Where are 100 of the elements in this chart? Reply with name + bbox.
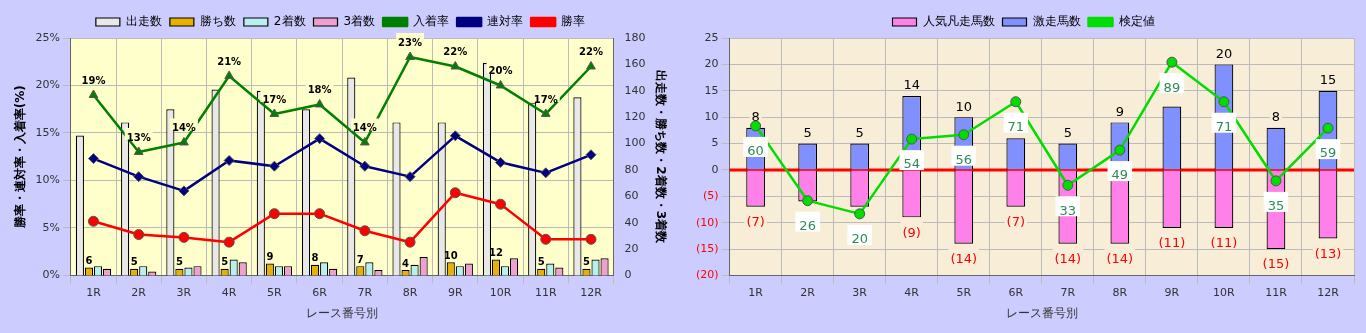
y-tick-label: 25% — [35, 30, 60, 44]
x-tick-label: 6R — [1008, 285, 1024, 299]
point — [802, 195, 814, 207]
point — [540, 167, 552, 179]
data-label: 35 — [1267, 198, 1285, 214]
x-tick-label: 11R — [534, 285, 557, 299]
x-tick-label: 10R — [489, 285, 512, 299]
y-tick-label: 25 — [704, 30, 719, 44]
y2-tick-label: 160 — [624, 57, 646, 71]
data-label: 17% — [533, 93, 558, 105]
point — [1270, 175, 1282, 187]
legend-label: 入着率 — [413, 14, 450, 29]
point — [268, 160, 280, 172]
data-label: 26 — [799, 218, 816, 234]
point — [87, 215, 99, 227]
point — [585, 149, 597, 161]
x-tick-label: 7R — [357, 285, 373, 299]
y-tick-label: 10 — [704, 109, 719, 123]
y-tick-label: (20) — [695, 268, 719, 282]
x-tick-label: 11R — [1265, 285, 1288, 299]
point — [269, 108, 280, 117]
data-label: 5 — [803, 124, 812, 140]
point — [314, 133, 326, 145]
y2-tick-label: 80 — [624, 162, 639, 176]
point — [179, 136, 189, 146]
data-label: 9 — [266, 251, 274, 263]
point — [1062, 179, 1074, 191]
y-tick-label: (5) — [702, 189, 719, 203]
point — [314, 98, 325, 108]
point — [404, 236, 416, 248]
legend-label: 検定値 — [1118, 14, 1155, 29]
point — [1218, 96, 1230, 108]
data-label: 10 — [955, 98, 973, 114]
data-label: 9 — [1115, 103, 1124, 119]
legend-label: 2着数 — [273, 14, 306, 29]
x-axis-title: レース番号別 — [1005, 305, 1078, 320]
data-label: 8 — [311, 252, 319, 264]
y-tick-label: 15 — [704, 83, 719, 97]
y-tick-label: 5% — [42, 220, 60, 234]
point — [224, 70, 234, 79]
point — [449, 187, 461, 199]
data-label: 20% — [488, 65, 513, 77]
y2-tick-label: 100 — [624, 136, 646, 150]
legend-label: 人気凡走馬数 — [922, 14, 995, 29]
point — [133, 229, 145, 241]
point — [540, 108, 551, 117]
y2-axis-title: 出走数・勝ち数・2着数・3着数 — [653, 70, 668, 245]
x-tick-label: 8R — [1112, 285, 1128, 299]
data-label: 5 — [1063, 124, 1072, 140]
data-label: 15 — [1319, 72, 1337, 88]
point — [359, 225, 371, 237]
data-label: 59 — [1319, 145, 1337, 161]
point — [405, 51, 415, 60]
point — [87, 153, 99, 165]
data-label: 54 — [903, 156, 920, 172]
point — [585, 233, 597, 245]
data-label: 5 — [537, 256, 545, 268]
point — [1166, 56, 1178, 68]
data-label: (11) — [1210, 235, 1238, 251]
data-label: (14) — [1054, 251, 1082, 267]
x-tick-label: 8R — [402, 285, 418, 299]
legend-label: 出走数 — [125, 14, 162, 29]
data-label: (7) — [746, 214, 765, 230]
y-tick-label: 15% — [35, 125, 60, 139]
y-tick-label: 0 — [711, 162, 719, 176]
data-label: 22% — [579, 46, 603, 58]
data-label: 13% — [126, 131, 151, 143]
legend-label: 連対率 — [487, 14, 524, 29]
x-tick-label: 12R — [1317, 285, 1340, 299]
data-label: 5 — [221, 256, 229, 268]
y-tick-label: 10% — [35, 173, 60, 187]
data-label: 23% — [398, 36, 423, 48]
point — [360, 136, 370, 146]
point — [1322, 122, 1334, 134]
point — [223, 155, 235, 166]
data-label: 8 — [751, 109, 760, 125]
point — [178, 231, 190, 243]
y2-tick-label: 180 — [624, 30, 646, 44]
data-label: 4 — [402, 257, 410, 269]
x-tick-label: 7R — [1060, 285, 1076, 299]
data-label: 21% — [217, 55, 242, 67]
data-label: (13) — [1314, 245, 1342, 261]
point — [1010, 96, 1022, 108]
point — [449, 130, 461, 142]
x-tick-label: 5R — [267, 285, 283, 299]
x-tick-label: 4R — [904, 285, 920, 299]
data-label: 22% — [443, 46, 468, 58]
data-label: 5 — [855, 124, 864, 140]
data-label: 49 — [1111, 167, 1129, 183]
point — [540, 233, 552, 245]
point — [906, 133, 918, 145]
point — [495, 198, 507, 210]
data-label: 14% — [171, 122, 196, 134]
data-label: 71 — [1215, 119, 1233, 135]
data-label: 5 — [175, 256, 183, 268]
x-tick-label: 1R — [86, 285, 102, 299]
data-label: 19% — [81, 74, 106, 86]
legend-label: 勝率 — [561, 14, 586, 29]
y-tick-label: 20% — [35, 78, 60, 92]
y2-tick-label: 0 — [624, 268, 632, 282]
